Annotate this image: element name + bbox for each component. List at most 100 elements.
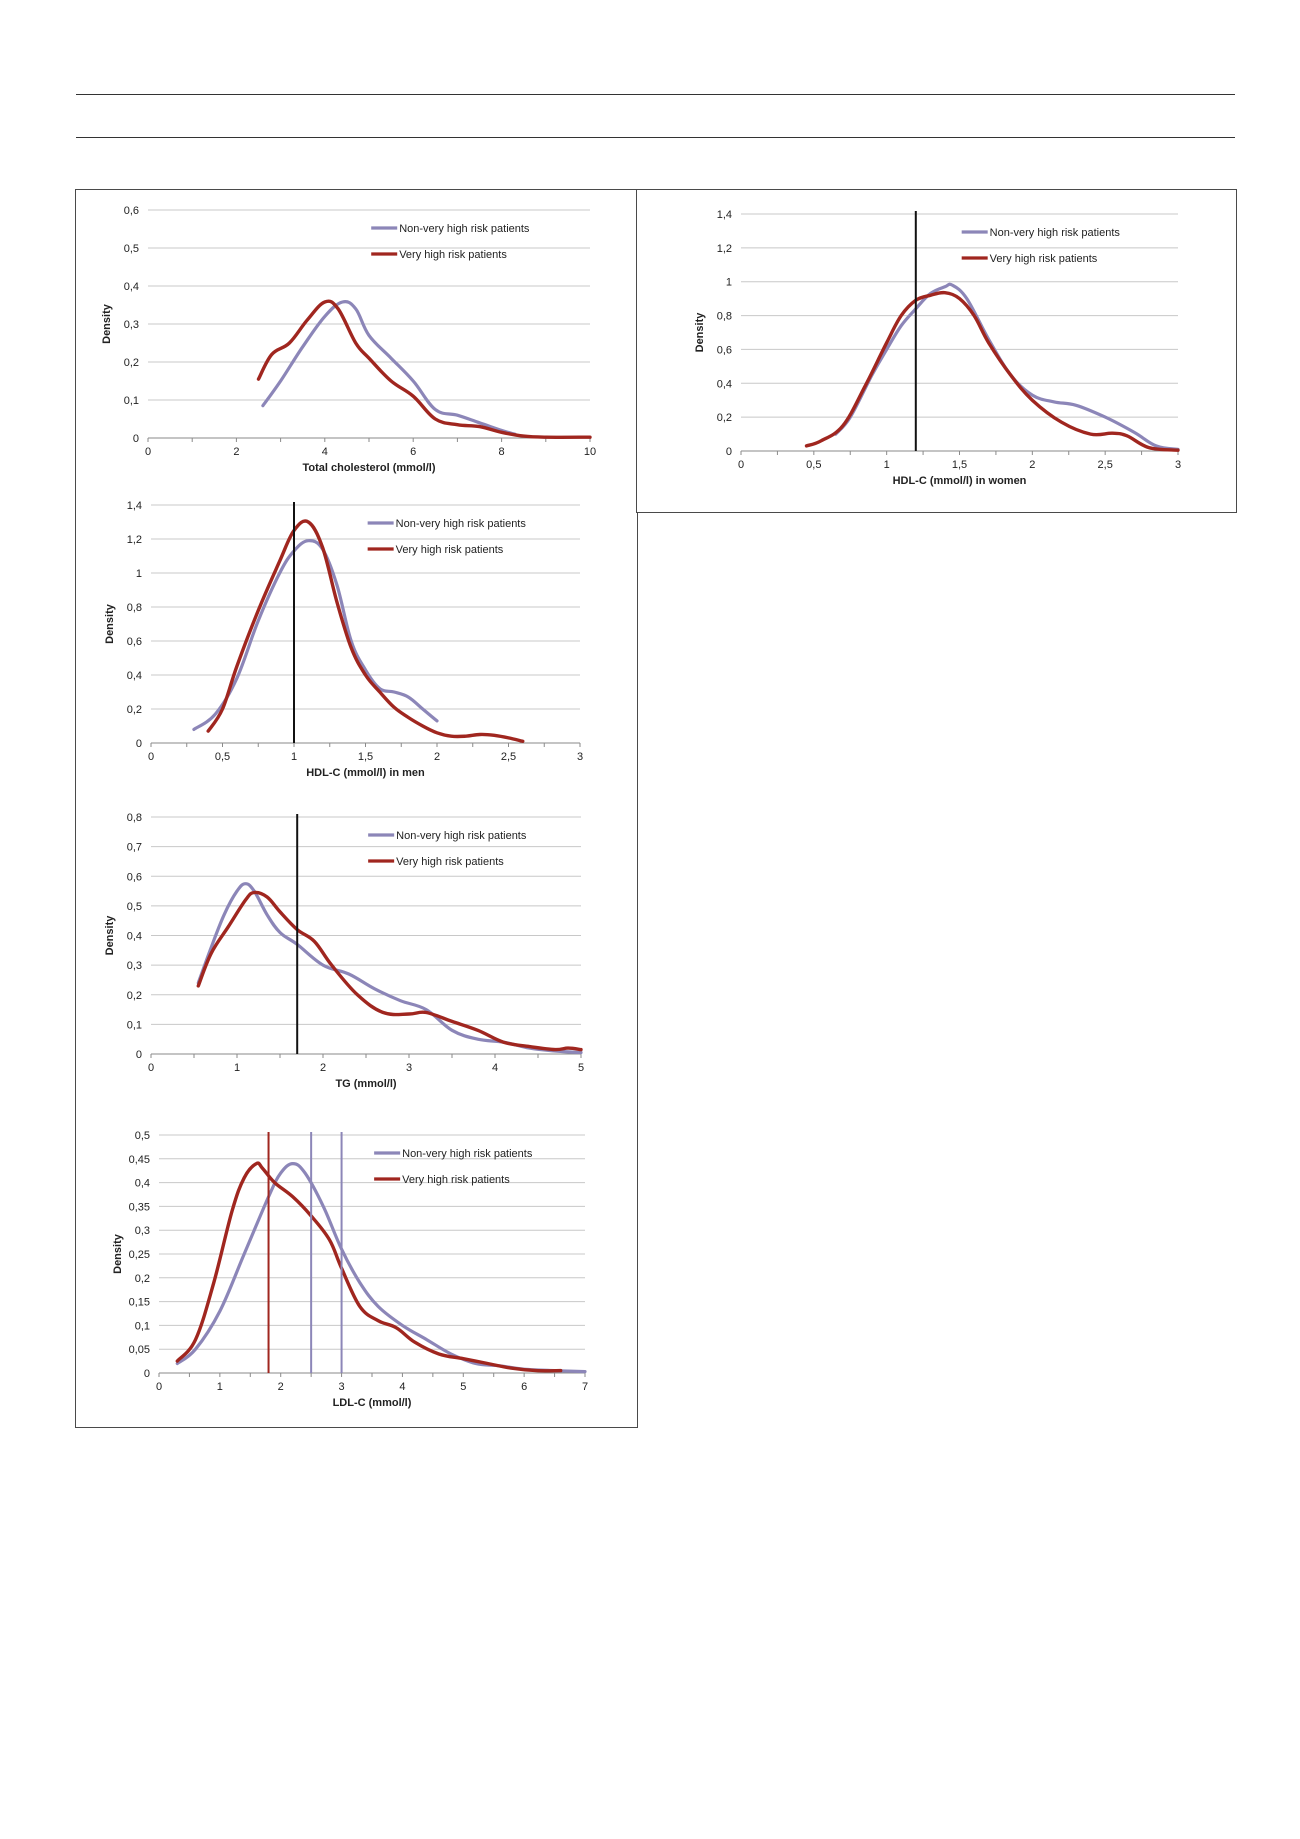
x-tick-label: 0 — [738, 459, 744, 471]
legend-label: Very high risk patients — [399, 249, 507, 261]
x-tick-label: 10 — [584, 446, 596, 458]
x-tick-label: 3 — [339, 1381, 345, 1393]
y-tick-label: 0,4 — [127, 931, 142, 943]
x-tick-label: 3 — [577, 751, 583, 763]
x-tick-label: 0 — [156, 1381, 162, 1393]
y-tick-label: 0,6 — [717, 344, 732, 356]
y-tick-label: 0,2 — [127, 990, 142, 1002]
y-tick-label: 0 — [726, 446, 732, 458]
y-tick-label: 1 — [136, 568, 142, 580]
x-tick-label: 1 — [291, 751, 297, 763]
legend-label: Non-very high risk patients — [402, 1148, 533, 1160]
y-tick-label: 1,2 — [717, 243, 732, 255]
y-tick-label: 1,2 — [127, 534, 142, 546]
x-tick-label: 0 — [148, 1062, 154, 1074]
y-tick-label: 0,3 — [135, 1225, 150, 1237]
chart-tg: 0 0,1 0,2 0,3 0,4 0,5 0,6 0,7 0,8 0 1 2 3 4 5 TG (mmol/… — [104, 812, 584, 1090]
x-tick-label: 2 — [1029, 459, 1035, 471]
y-tick-label: 0,35 — [129, 1201, 150, 1213]
legend-label: Very high risk patients — [396, 856, 504, 868]
x-tick-label: 2 — [278, 1381, 284, 1393]
y-tick-label: 0,1 — [127, 1019, 142, 1031]
y-tick-label: 0,1 — [124, 395, 139, 407]
y-tick-label: 0,05 — [129, 1344, 150, 1356]
y-tick-label: 0,8 — [717, 311, 732, 323]
y-axis-title: Density — [694, 312, 706, 353]
x-tick-label: 1,5 — [952, 459, 967, 471]
y-tick-label: 0,6 — [124, 205, 139, 217]
series-line-very-high-risk — [206, 519, 525, 743]
y-tick-label: 0,5 — [135, 1130, 150, 1142]
x-axis-title: HDL-C (mmol/l) in men — [306, 767, 425, 779]
y-tick-label: 0,6 — [127, 871, 142, 883]
y-axis-title: Density — [112, 1233, 124, 1274]
chart-ldl: 0 0,05 0,1 0,15 0,2 0,25 0,3 0,35 0,4 0,45 0,5 0 1 2 3… — [112, 1130, 588, 1409]
x-tick-label: 2 — [320, 1062, 326, 1074]
x-tick-label: 5 — [578, 1062, 584, 1074]
legend-label: Very high risk patients — [396, 544, 504, 556]
y-tick-label: 0 — [136, 738, 142, 750]
figure-frame-left — [75, 189, 638, 1428]
x-tick-label: 6 — [521, 1381, 527, 1393]
series-line-non-very-high-risk — [834, 282, 1180, 451]
y-tick-label: 0,2 — [717, 412, 732, 424]
x-tick-label: 2,5 — [1098, 459, 1113, 471]
x-axis-title: LDL-C (mmol/l) — [333, 1397, 412, 1409]
legend-label: Non-very high risk patients — [396, 830, 527, 842]
series-line-very-high-risk — [256, 299, 592, 439]
y-tick-label: 0,15 — [129, 1297, 150, 1309]
y-tick-label: 0,8 — [127, 812, 142, 824]
x-tick-label: 4 — [399, 1381, 405, 1393]
x-tick-label: 2 — [434, 751, 440, 763]
header-rule-top — [76, 94, 1235, 95]
x-tick-label: 5 — [460, 1381, 466, 1393]
x-tick-label: 3 — [1175, 459, 1181, 471]
y-tick-label: 0,3 — [124, 319, 139, 331]
series-line-very-high-risk — [196, 890, 583, 1052]
series-line-non-very-high-risk — [261, 300, 517, 436]
y-tick-label: 1,4 — [717, 209, 732, 221]
y-tick-label: 0 — [133, 433, 139, 445]
y-tick-label: 0,2 — [127, 704, 142, 716]
y-tick-label: 0,25 — [129, 1249, 150, 1261]
header-rule-second — [76, 137, 1235, 138]
y-tick-label: 0,1 — [135, 1320, 150, 1332]
y-tick-label: 0,45 — [129, 1154, 150, 1166]
y-axis-title: Density — [104, 915, 116, 956]
y-tick-label: 0,6 — [127, 636, 142, 648]
legend-label: Non-very high risk patients — [399, 223, 530, 235]
x-tick-label: 1 — [884, 459, 890, 471]
y-tick-label: 0,4 — [124, 281, 139, 293]
legend-label: Very high risk patients — [402, 1174, 510, 1186]
x-axis-title: Total cholesterol (mmol/l) — [302, 462, 435, 474]
series-line-very-high-risk — [175, 1161, 563, 1373]
y-axis-title: Density — [101, 303, 113, 344]
x-tick-label: 1 — [234, 1062, 240, 1074]
legend-label: Non-very high risk patients — [396, 518, 527, 530]
legend-label: Non-very high risk patients — [990, 227, 1121, 239]
x-tick-label: 1,5 — [358, 751, 373, 763]
y-tick-label: 1,4 — [127, 500, 142, 512]
x-tick-label: 2,5 — [501, 751, 516, 763]
legend-label: Very high risk patients — [990, 253, 1098, 265]
y-tick-label: 0,3 — [127, 960, 142, 972]
chart-total-cholesterol: 0 0,1 0,2 0,3 0,4 0,5 0,6 0 2 4 6 8 10 Total choleste… — [101, 205, 596, 474]
y-tick-label: 0,7 — [127, 842, 142, 854]
y-tick-label: 0 — [136, 1049, 142, 1061]
x-tick-label: 8 — [499, 446, 505, 458]
y-tick-label: 0,2 — [135, 1273, 150, 1285]
x-tick-label: 6 — [410, 446, 416, 458]
x-axis-title: HDL-C (mmol/l) in women — [893, 475, 1027, 487]
y-tick-label: 0,5 — [127, 901, 142, 913]
series-line-very-high-risk — [804, 290, 1180, 452]
y-tick-label: 0,4 — [127, 670, 142, 682]
x-tick-label: 0 — [145, 446, 151, 458]
y-tick-label: 0,8 — [127, 602, 142, 614]
x-tick-label: 0 — [148, 751, 154, 763]
y-tick-label: 0,2 — [124, 357, 139, 369]
y-tick-label: 1 — [726, 277, 732, 289]
x-tick-label: 0,5 — [215, 751, 230, 763]
y-tick-label: 0,4 — [717, 378, 732, 390]
chart-hdl-women: 0 0,2 0,4 0,6 0,8 1 1,2 1,4 0 0,5 1 1,5 2 2,5 3 HDL-C (… — [694, 209, 1181, 487]
chart-hdl-men: 0 0,2 0,4 0,6 0,8 1 1,2 1,4 0 0,5 1 1,5 2 2,5 3 HDL-C (… — [104, 500, 583, 779]
